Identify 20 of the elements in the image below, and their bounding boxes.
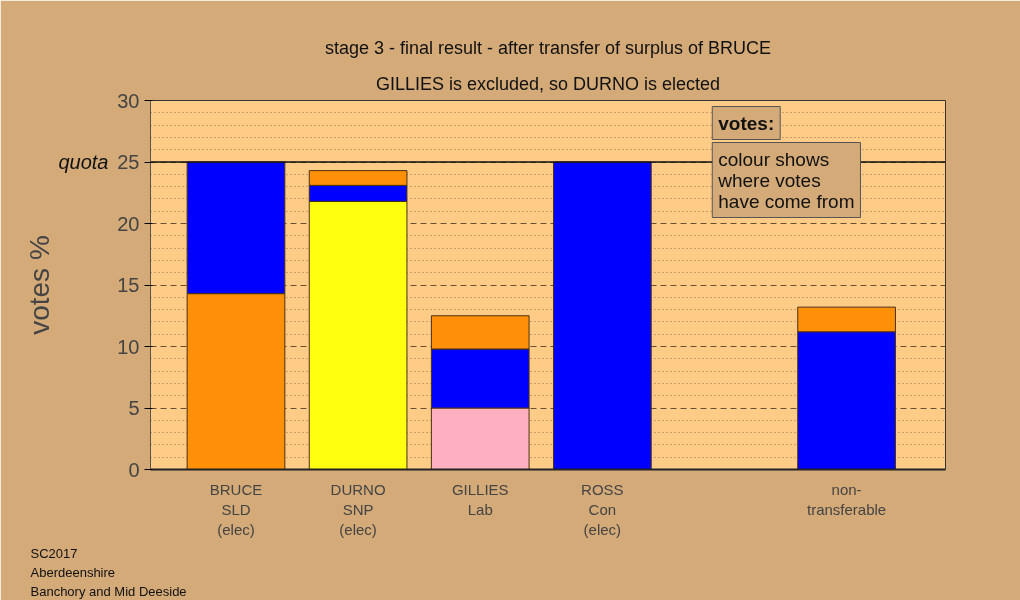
- x-tick-label: GILLIES Lab: [451, 480, 509, 518]
- y-axis-title: votes %: [24, 235, 56, 335]
- bar: [553, 161, 652, 470]
- ref-line-label: quota: [58, 151, 109, 173]
- y-tick-label: 20: [117, 212, 140, 235]
- y-tick-label: 15: [117, 274, 140, 296]
- chart-title: stage 3 - final result - after transfer of surplus of BRUCE: [324, 37, 772, 58]
- x-tick-label: ROSS Con (elec): [581, 480, 624, 539]
- annotation: votes:: [718, 112, 775, 134]
- x-tick-label: DURNO SNP (elec): [330, 480, 386, 539]
- y-tick-label: 30: [117, 89, 140, 112]
- chart-subtitle: GILLIES is excluded, so DURNO is elected: [375, 73, 721, 94]
- y-tick-label: 25: [117, 151, 140, 173]
- y-tick-label: 10: [117, 335, 140, 358]
- x-tick-label: non- transferable: [806, 480, 887, 518]
- x-tick-label: BRUCE SLD (elec): [209, 480, 263, 539]
- annotation: colour shows where votes have come from: [717, 148, 855, 212]
- text: SC2017 Aberdeenshire Banchory and Mid Deeside: [30, 546, 187, 599]
- y-tick-label: 5: [128, 397, 140, 419]
- y-tick-label: 0: [128, 458, 140, 481]
